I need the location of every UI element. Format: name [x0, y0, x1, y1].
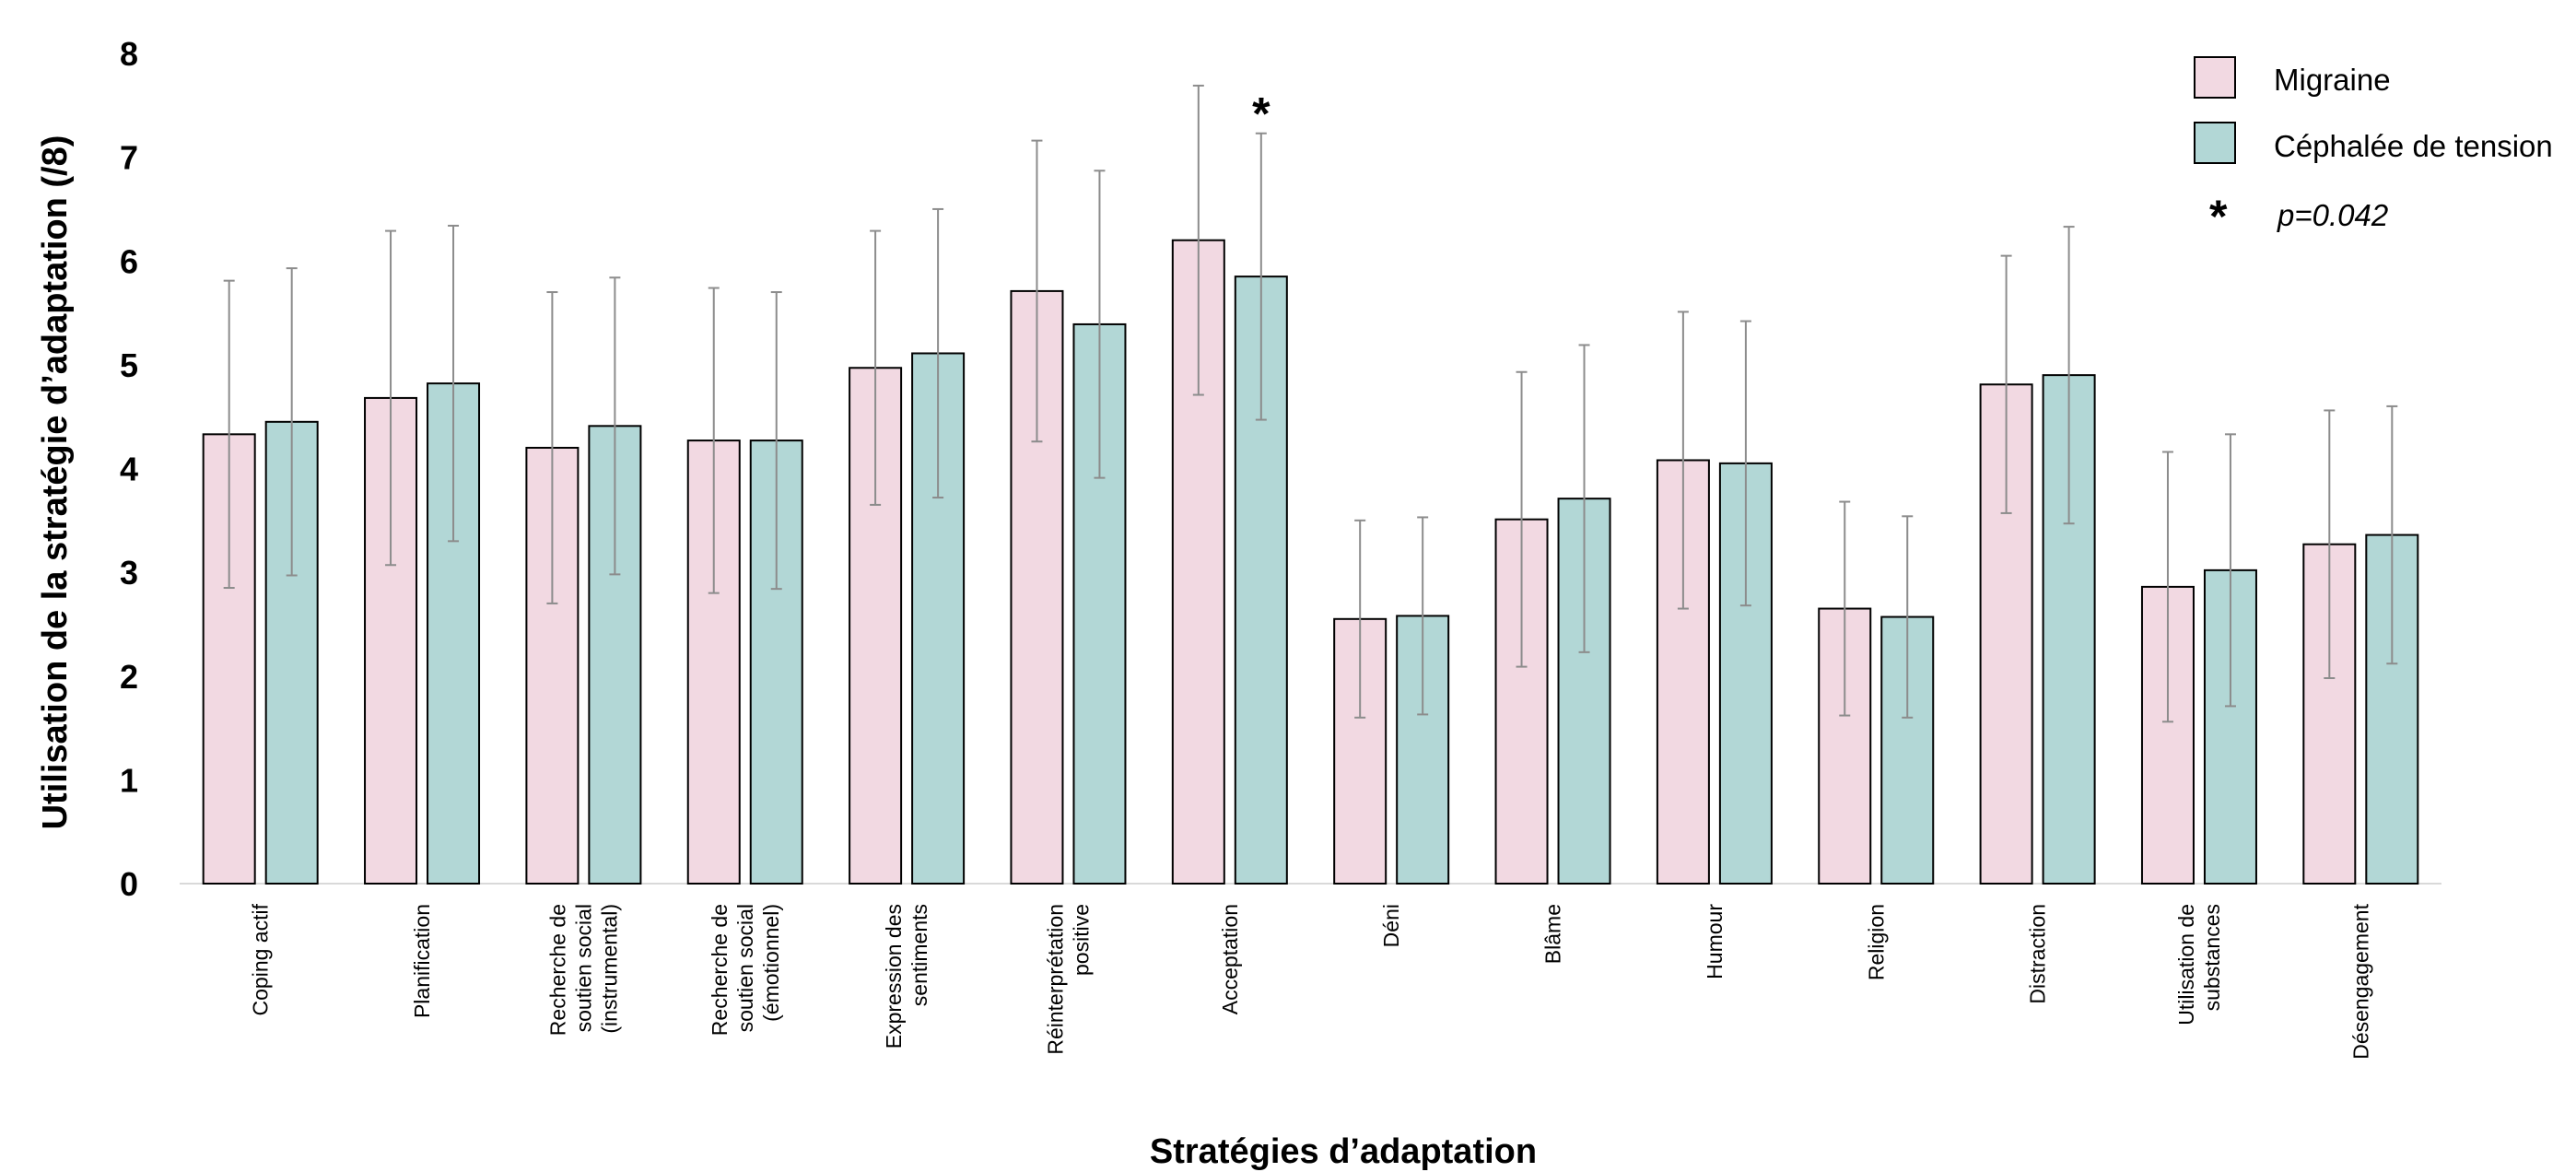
category-label: Coping actif	[249, 903, 273, 1015]
category-label-line: substances	[2200, 904, 2224, 1011]
category-label-line: (instrumental)	[597, 904, 621, 1034]
category-label-line: Planification	[410, 904, 434, 1018]
category-label-line: Humour	[1703, 904, 1727, 979]
category-label: Planification	[410, 904, 434, 1018]
legend-significance-symbol: *	[2209, 191, 2228, 242]
y-tick-label: 7	[120, 139, 138, 177]
category-label: Distraction	[2026, 904, 2050, 1004]
category-label-line: Recherche de	[545, 904, 569, 1036]
category-label-line: Religion	[1864, 904, 1888, 980]
category-label-line: Réinterprétation	[1043, 904, 1067, 1055]
category-label: Acceptation	[1218, 904, 1242, 1014]
category-label: Utilisation desubstances	[2174, 904, 2224, 1026]
category-label-line: soutien social	[733, 904, 757, 1032]
category-label-line: positive	[1069, 904, 1093, 976]
y-axis-label: Utilisation de la stratégie d’adaptation…	[36, 135, 75, 830]
category-label-line: sentiments	[907, 904, 931, 1006]
y-tick-label: 3	[120, 554, 138, 592]
category-label-line: Utilisation de	[2174, 904, 2198, 1026]
category-label-line: Coping actif	[249, 903, 273, 1015]
annotations: *	[1252, 88, 1270, 140]
category-label: Religion	[1864, 904, 1888, 980]
error-bars	[223, 84, 2398, 723]
category-label: Déni	[1379, 904, 1403, 947]
category-label-line: Acceptation	[1218, 904, 1242, 1014]
category-label-line: Désengagement	[2348, 903, 2372, 1059]
y-axis: 0 1 2 3 4 5 6 7 8	[120, 35, 138, 903]
legend-significance-note: p=0.042	[2277, 198, 2388, 232]
y-tick-label: 5	[120, 346, 138, 384]
legend-label-cephalee: Céphalée de tension	[2274, 129, 2553, 163]
y-tick-label: 2	[120, 658, 138, 696]
category-label: Désengagement	[2348, 903, 2372, 1059]
legend-swatch-migraine	[2194, 56, 2236, 99]
y-tick-label: 1	[120, 761, 138, 799]
category-label-line: soutien social	[571, 904, 595, 1032]
category-label: Recherche desoutien social(instrumental)	[545, 904, 621, 1036]
category-label: Humour	[1703, 904, 1727, 979]
category-label: Réinterprétationpositive	[1043, 904, 1093, 1055]
y-tick-label: 6	[120, 242, 138, 280]
category-label: Blâme	[1541, 904, 1565, 964]
legend-swatch-cephalee	[2194, 122, 2236, 164]
category-label: Expression dessentiments	[882, 904, 931, 1049]
category-label-line: Expression des	[882, 904, 906, 1049]
category-labels: Coping actif Planification Recherche desou…	[249, 903, 2373, 1059]
category-label-line: Distraction	[2026, 904, 2050, 1004]
y-tick-label: 4	[120, 451, 138, 488]
category-label-line: (émotionnel)	[759, 904, 783, 1022]
category-label-line: Recherche de	[708, 904, 732, 1036]
legend-label-migraine: Migraine	[2274, 63, 2391, 97]
significance-marker: *	[1252, 88, 1270, 140]
category-label-line: Déni	[1379, 904, 1403, 947]
x-axis-label: Stratégies d’adaptation	[1150, 1132, 1537, 1171]
bars	[202, 239, 2419, 885]
category-label: Recherche desoutien social(émotionnel)	[708, 904, 783, 1036]
category-label-line: Blâme	[1541, 904, 1565, 964]
y-tick-label: 8	[120, 35, 138, 73]
y-tick-label: 0	[120, 865, 138, 903]
legend: Migraine Céphalée de tension * p=0.042	[2194, 56, 2553, 242]
